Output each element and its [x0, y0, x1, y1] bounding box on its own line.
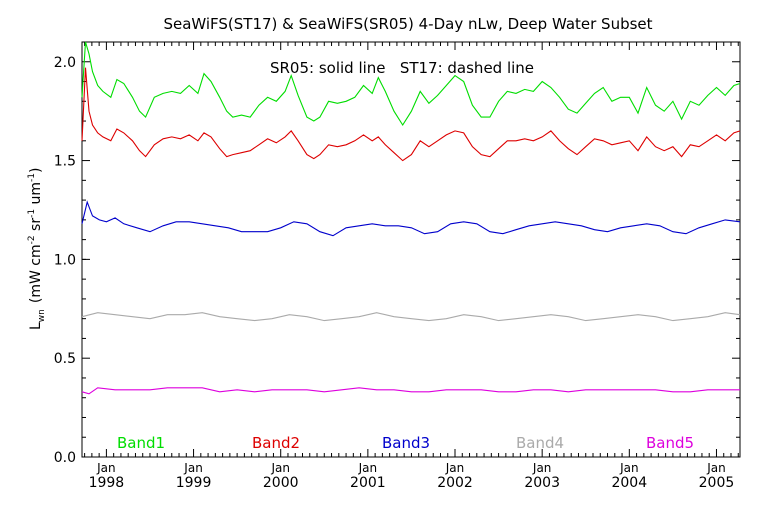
legend: Band1 Band2 Band3 Band4 Band5 [117, 434, 694, 452]
series-line-band3 [81, 200, 741, 237]
x-tick-month-label: Jan [358, 461, 378, 475]
series-line-band1 [81, 41, 741, 127]
x-tick-year-label: 2000 [263, 475, 299, 491]
x-tick-month-label: Jan [445, 461, 465, 475]
y-axis-label-mid: sr [28, 218, 44, 236]
chart-title: SeaWiFS(ST17) & SeaWiFS(SR05) 4-Day nLw,… [163, 15, 652, 33]
x-tick-year-label: 2002 [437, 475, 473, 491]
legend-item-band3: Band3 [382, 434, 430, 452]
x-tick-month-label: Jan [183, 461, 203, 475]
legend-item-band5: Band5 [646, 434, 694, 452]
x-tick-year-label: 2004 [611, 475, 647, 491]
x-tick-year-label: 2003 [524, 475, 560, 491]
x-tick-month-label: Jan [96, 461, 116, 475]
x-tick-month-label: Jan [532, 461, 552, 475]
legend-item-band1: Band1 [117, 434, 165, 452]
x-tick-month-label: Jan [706, 461, 726, 475]
series-layer [81, 41, 741, 395]
x-tick-year-label: 2001 [350, 475, 386, 491]
legend-item-band2: Band2 [252, 434, 300, 452]
series-line-band5 [81, 387, 740, 395]
x-tick-year-label: 2005 [699, 475, 735, 491]
x-axis: Jan1998Jan1999Jan2000Jan2001Jan2002Jan20… [84, 42, 739, 491]
y-axis-label-units: (mW cm [28, 244, 44, 303]
y-tick-label: 0.5 [54, 351, 76, 367]
y-tick-label: 1.0 [54, 252, 76, 268]
y-tick-label: 0.0 [54, 450, 76, 466]
legend-item-band4: Band4 [516, 434, 564, 452]
y-axis-label-main: L [28, 322, 44, 330]
y-axis-label-exp2: -1 [27, 209, 37, 218]
annotation: SR05: solid line ST17: dashed line [270, 59, 534, 77]
series-line-band4 [81, 312, 741, 322]
y-axis-label-end: ) [28, 167, 44, 172]
y-tick-label: 2.0 [54, 55, 76, 71]
y-axis-label-mid2: um [28, 182, 44, 209]
y-axis-label-exp1: -2 [27, 235, 37, 244]
x-tick-month-label: Jan [270, 461, 290, 475]
x-tick-year-label: 1999 [176, 475, 212, 491]
y-axis-label: Lwn(mW cm-2 sr-1 um-1) [27, 167, 47, 330]
y-tick-label: 1.5 [54, 154, 76, 170]
y-axis: 0.0 0.5 1.0 1.5 2.0 [54, 55, 740, 466]
y-axis-label-sub: wn [37, 309, 47, 322]
x-tick-month-label: Jan [619, 461, 639, 475]
y-axis-label-exp3: -1 [27, 173, 37, 182]
series-line-band2 [81, 67, 741, 162]
x-tick-year-label: 1998 [89, 475, 125, 491]
